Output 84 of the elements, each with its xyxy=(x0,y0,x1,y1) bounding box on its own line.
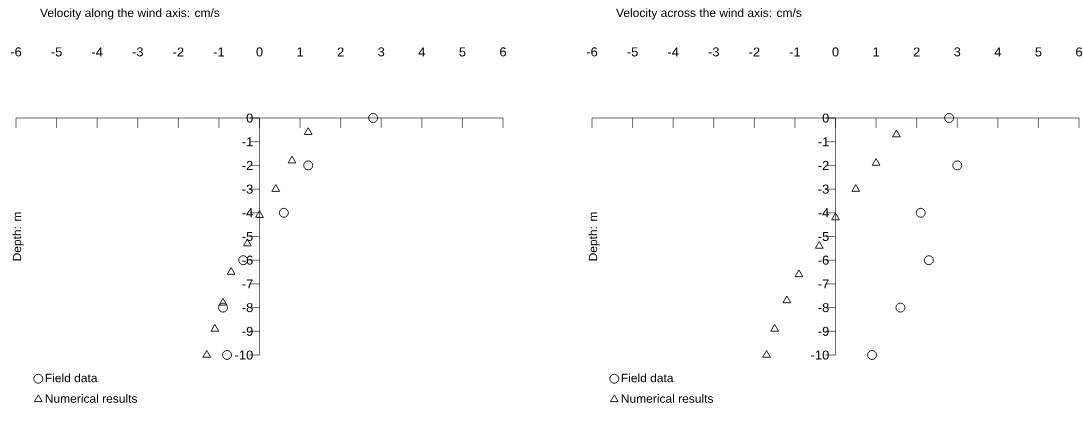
point xyxy=(867,350,877,360)
y-tick-label: -6 xyxy=(242,255,253,265)
x-tick-label: -6 xyxy=(10,47,22,57)
x-tick-label: 2 xyxy=(337,47,344,57)
point xyxy=(762,350,771,358)
point xyxy=(218,302,228,313)
y-tick-label: -1 xyxy=(818,137,829,147)
x-tick-label: 1 xyxy=(873,47,880,57)
point xyxy=(202,350,212,358)
x-tick-label: -5 xyxy=(51,47,62,57)
point xyxy=(814,241,824,249)
x-tick-label: 0 xyxy=(832,47,839,57)
point xyxy=(794,269,804,278)
y-tick-label: -5 xyxy=(242,231,253,242)
chart-title: Velocity along the wind axis: cm/s xyxy=(40,8,220,20)
x-tick-label: 5 xyxy=(459,47,466,57)
y-tick-label: -4 xyxy=(818,208,829,218)
x-tick-label: -3 xyxy=(132,47,143,57)
y-tick-label: -10 xyxy=(811,350,829,360)
legend-label: Numerical results xyxy=(621,394,714,403)
y-tick-label: -1 xyxy=(242,137,253,147)
x-tick-label: -2 xyxy=(173,47,184,57)
x-tick-label: 3 xyxy=(378,47,385,57)
point xyxy=(851,184,861,192)
legend-label: Field data xyxy=(45,373,98,383)
x-tick-label: -4 xyxy=(91,47,103,57)
point xyxy=(303,160,314,171)
point xyxy=(782,295,792,304)
x-tick-label: 4 xyxy=(418,47,426,57)
y-tick-label: -2 xyxy=(818,160,829,170)
point xyxy=(892,129,901,138)
y-tick-label: -3 xyxy=(242,184,253,194)
x-tick-label: -1 xyxy=(213,47,225,57)
x-tick-label: 1 xyxy=(297,47,304,57)
y-tick-label: 0 xyxy=(246,113,253,123)
point xyxy=(218,297,228,306)
x-tick-label: 3 xyxy=(954,47,961,57)
point xyxy=(915,207,926,218)
x-tick-label: 5 xyxy=(1035,47,1042,57)
y-axis-title: Depth: m xyxy=(12,212,24,261)
point xyxy=(255,210,264,218)
legend-label: Numerical results xyxy=(45,394,138,403)
legend-label: Field data xyxy=(621,373,674,383)
x-tick-label: -3 xyxy=(708,47,719,57)
y-tick-label: -8 xyxy=(242,302,253,313)
point xyxy=(287,155,297,164)
x-tick-label: -1 xyxy=(789,47,801,57)
point xyxy=(222,350,232,360)
y-axis-title: Depth: m xyxy=(588,212,600,261)
x-tick-label: 4 xyxy=(994,47,1002,57)
point xyxy=(952,160,963,171)
x-tick-label: 0 xyxy=(256,47,263,57)
y-tick-label: -2 xyxy=(242,160,253,170)
point xyxy=(226,267,236,275)
point xyxy=(271,184,281,192)
point xyxy=(368,113,379,123)
y-tick-label: -9 xyxy=(818,326,829,336)
x-tick-label: -5 xyxy=(627,47,638,57)
y-tick-label: -10 xyxy=(235,350,253,360)
y-tick-label: -5 xyxy=(818,231,829,242)
x-tick-label: 6 xyxy=(1076,47,1083,57)
x-tick-label: -2 xyxy=(749,47,760,57)
y-tick-label: -6 xyxy=(818,255,829,265)
point xyxy=(831,212,840,221)
y-tick-label: -8 xyxy=(818,302,829,313)
chart-title: Velocity across the wind axis: cm/s xyxy=(616,8,802,20)
x-tick-label: 6 xyxy=(500,47,507,57)
y-tick-label: -9 xyxy=(242,326,253,336)
y-tick-label: -3 xyxy=(818,184,829,194)
x-tick-label: -6 xyxy=(586,47,598,57)
point xyxy=(210,323,220,332)
point xyxy=(923,255,934,266)
x-tick-label: -4 xyxy=(667,47,679,57)
point xyxy=(944,113,955,123)
point xyxy=(895,302,906,313)
x-tick-label: 2 xyxy=(913,47,920,57)
y-tick-label: -7 xyxy=(242,279,253,289)
point xyxy=(770,323,779,332)
point xyxy=(871,158,881,166)
y-tick-label: -4 xyxy=(242,208,253,218)
point xyxy=(278,207,289,218)
point xyxy=(303,127,313,135)
y-tick-label: -7 xyxy=(818,279,829,289)
y-tick-label: 0 xyxy=(822,113,829,123)
